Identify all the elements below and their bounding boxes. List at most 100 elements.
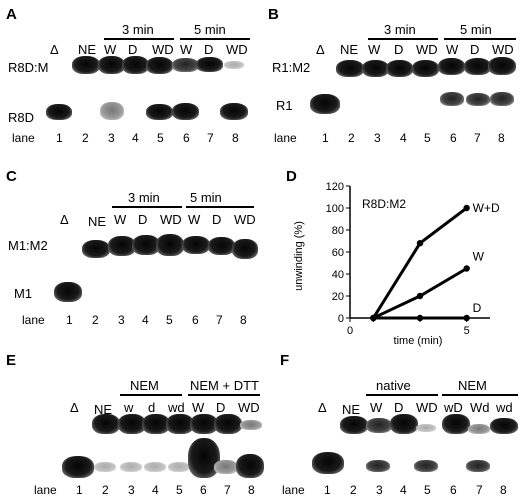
- lane-number: 7: [224, 483, 231, 497]
- lane-number: 5: [424, 131, 431, 145]
- gel-band: [464, 58, 491, 75]
- lane-number: 4: [132, 131, 139, 145]
- lane-number: 6: [200, 483, 207, 497]
- y-tick-label: 120: [326, 181, 344, 193]
- gel-band: [82, 240, 110, 258]
- lane-number: 4: [400, 483, 407, 497]
- gel-band: [132, 235, 160, 255]
- lane-number: 8: [232, 131, 239, 145]
- lane-header-wd: WD: [416, 42, 438, 57]
- lane-number: 2: [82, 131, 89, 145]
- lane-header: W: [192, 400, 205, 415]
- panel-label: E: [6, 352, 17, 369]
- data-point: [416, 314, 424, 322]
- data-point: [463, 204, 470, 212]
- group-label-nem: NEM: [130, 378, 159, 393]
- gel-band: [466, 460, 490, 472]
- gel-band: [120, 462, 142, 472]
- group-label-3min: 3 min: [384, 22, 416, 37]
- gel-band: [236, 454, 264, 478]
- lane-number: 8: [498, 131, 505, 145]
- lane-number: 5: [157, 131, 164, 145]
- lane-number: 5: [166, 313, 173, 327]
- gel-band: [166, 414, 194, 434]
- lane-header: D: [216, 400, 226, 415]
- unwinding-chart: R8D:M2 unwinding (%) time (min) 0 20 40 60 8…: [293, 181, 500, 347]
- gel-band: [214, 460, 238, 474]
- y-tick-label: 60: [332, 247, 344, 259]
- lane-header: W: [370, 400, 383, 415]
- data-point: [416, 240, 424, 247]
- gel-band: [172, 103, 199, 120]
- lane-number: 7: [207, 131, 214, 145]
- gel-band: [488, 57, 516, 75]
- chart-axes: 0 20 40 60 80 100 120 0 5: [326, 181, 490, 337]
- lane-header-control: Δ: [70, 400, 79, 415]
- gel-band: [54, 282, 82, 302]
- lane-number: 7: [474, 131, 481, 145]
- gel-band: [144, 462, 166, 472]
- gel-band: [466, 93, 490, 106]
- lane-header: D: [394, 400, 404, 415]
- lane-number: 3: [108, 131, 115, 145]
- gel-band: [240, 420, 262, 430]
- lane-row-label: lane: [282, 483, 305, 497]
- lane-number: 1: [76, 483, 83, 497]
- chart-x-axis-title: time (min): [394, 335, 443, 347]
- lane-number: 1: [324, 483, 331, 497]
- lane-header-w: W: [368, 42, 381, 57]
- lane-number: 6: [450, 483, 457, 497]
- lane-number: 5: [176, 483, 183, 497]
- band-label-upper: R8D:M: [8, 60, 49, 75]
- gel-band: [190, 414, 218, 434]
- group-bar-3min: [104, 38, 174, 40]
- gel-band: [310, 94, 340, 114]
- lane-number: 2: [102, 483, 109, 497]
- group-label-5min: 5 min: [194, 22, 226, 37]
- lane-header-d: D: [394, 42, 404, 57]
- group-label-nem: NEM: [458, 378, 487, 393]
- gel-band: [142, 414, 170, 434]
- series-line: [372, 206, 468, 319]
- gel-band: [440, 92, 464, 106]
- lane-header-wd: WD: [152, 42, 174, 57]
- lane-header: wd: [168, 400, 185, 415]
- lane-number: 2: [92, 313, 99, 327]
- y-tick-label: 40: [332, 269, 344, 281]
- group-bar-nem: [120, 394, 182, 396]
- gel-band: [62, 456, 94, 478]
- lane-number: 4: [400, 131, 407, 145]
- series-label: W: [473, 250, 485, 264]
- y-tick-label: 0: [338, 313, 344, 325]
- lane-header-control: Δ: [50, 42, 59, 57]
- lane-header-control: Δ: [316, 42, 325, 57]
- y-tick-label: 20: [332, 291, 344, 303]
- lane-header-wd: WD: [226, 42, 248, 57]
- gel-band: [196, 57, 223, 72]
- lane-header-ne: NE: [78, 42, 97, 57]
- y-tick-label: 100: [326, 203, 344, 215]
- lane-header-ne: NE: [340, 42, 359, 57]
- lane-number: 5: [424, 483, 431, 497]
- gel-band: [224, 61, 244, 69]
- lane-number: 8: [500, 483, 507, 497]
- gel-band: [490, 92, 514, 106]
- panel-label: D: [286, 168, 297, 185]
- lane-header-control: Δ: [60, 212, 69, 227]
- series-label: D: [473, 301, 482, 315]
- panel-label: C: [6, 168, 17, 185]
- lane-header-w: W: [114, 212, 127, 227]
- group-bar-native: [366, 394, 438, 396]
- lane-header: wd: [496, 400, 513, 415]
- group-bar-3min: [112, 206, 182, 208]
- lane-header-d: D: [212, 212, 222, 227]
- chart-series-group: W+D W D: [370, 201, 500, 322]
- lane-header: w: [124, 400, 134, 415]
- lane-number: 6: [450, 131, 457, 145]
- lane-row-label: lane: [12, 131, 35, 145]
- lane-header-w: W: [188, 212, 201, 227]
- lane-number: 1: [322, 131, 329, 145]
- series-label: W+D: [473, 201, 500, 215]
- gel-band: [100, 102, 124, 120]
- gel-band: [188, 438, 220, 478]
